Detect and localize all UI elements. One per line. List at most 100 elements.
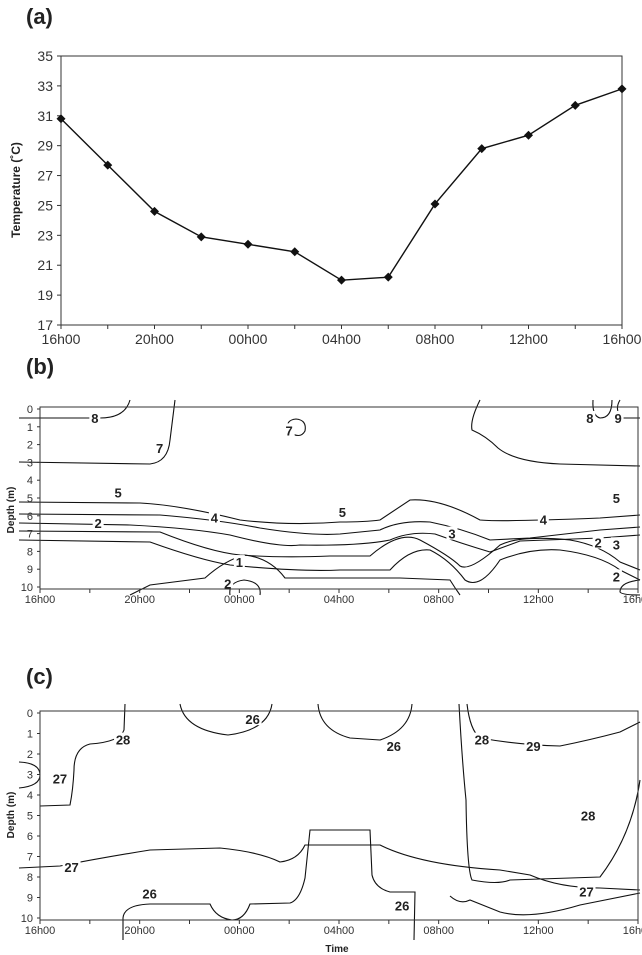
x-tick-label-b: 20h00 [124,594,155,606]
contour-labels-c: 26 28 27 26 28 29 28 27 26 26 27 [50,712,598,914]
data-point-marker [56,114,66,124]
x-tick-label-b: 16h00 [25,594,56,606]
contour-label-bg [112,485,124,499]
contour-label: 3 [448,527,455,542]
data-point-marker [243,239,253,249]
data-point-marker [477,144,487,154]
contour-line-27-lower [18,844,641,891]
contour-line-2 [18,539,641,584]
data-point-marker [383,272,393,282]
contour-label: 26 [142,886,156,901]
panel-label-c: (c) [26,664,53,689]
contour-label-bg [524,738,543,752]
y-tick-label-c: 0 [27,708,33,720]
contour-label: 26 [387,739,401,754]
contour-label-bg [154,441,166,455]
contour-label-bg [283,423,295,437]
data-point-marker [524,130,533,140]
plot-frame-b [39,406,639,590]
contour-label-bg [577,884,596,898]
x-tick-label-b: 12h00 [523,594,554,606]
contour-line-8-left [19,399,131,419]
y-tick-label-c: 1 [27,729,33,741]
y-tick-label-b: 2 [27,440,33,452]
y-tick-label-c: 10 [21,913,33,925]
contour-label-bg [579,808,598,822]
y-tick-label-b: 1 [27,422,33,434]
contour-line-1 [129,554,461,596]
x-tick-label-b: 16h00 [623,594,642,606]
x-tick-label-a: 16h00 [603,331,642,347]
contour-label-bg [208,510,220,524]
y-axis-label-a: Temperature (˚C) [9,142,23,238]
contour-label: 2 [95,516,102,531]
contour-label: 4 [540,512,548,527]
contour-label: 27 [579,884,593,899]
contour-label-bg [612,410,624,424]
contour-label: 2 [224,576,231,591]
contour-line-26-top [179,703,273,736]
contour-line-7-right [471,399,641,467]
contour-label-bg [222,576,234,590]
y-tick-label-b: 10 [21,582,33,594]
x-tick-label-c: 08h00 [423,925,454,937]
data-point-marker [103,160,113,170]
contour-label: 4 [211,511,219,526]
contour-label: 28 [581,809,595,824]
contour-label: 27 [53,772,67,787]
x-tick-label-c: 12h00 [523,925,554,937]
contour-label-bg [610,537,622,551]
y-tick-label-c: 6 [27,831,33,843]
contour-label: 7 [286,423,293,438]
x-tick-label-b: 08h00 [423,594,454,606]
x-tick-label-b: 04h00 [324,594,355,606]
y-tick-label-c: 2 [27,749,33,761]
x-axis-label-c: Time [325,944,349,955]
contour-line-3 [18,530,641,571]
x-tick-label-a: 12h00 [509,331,548,347]
contour-label: 8 [586,411,593,426]
y-tick-label-c: 3 [27,770,33,782]
contour-label: 28 [475,733,489,748]
contour-line-28-right [458,703,641,884]
contour-label: 5 [613,491,620,506]
contour-label-bg [610,569,622,583]
y-tick-label-b: 9 [27,564,33,576]
y-tick-label-a: 29 [37,138,53,154]
y-tick-label-c: 4 [27,790,33,802]
contour-line-29 [466,703,641,747]
y-tick-label-b: 0 [27,404,33,416]
x-tick-label-c: 20h00 [124,925,155,937]
contour-label: 3 [613,537,620,552]
panel-label-b: (b) [26,354,55,379]
contour-line-26-lower-right [449,892,641,916]
y-tick-label-c: 8 [27,872,33,884]
data-point-marker [430,199,440,209]
contour-line-26-mid [317,703,413,741]
y-tick-label-c: 7 [27,852,33,864]
x-tick-label-c: 00h00 [224,925,255,937]
contour-label-bg [336,505,348,519]
y-tick-label-c: 9 [27,893,33,905]
y-tick-label-a: 31 [37,108,53,124]
contour-label-bg [472,732,491,746]
contour-label: 2 [595,536,602,551]
contour-line-8-right [592,399,613,419]
contour-label: 9 [614,411,621,426]
contour-label: 26 [395,899,409,914]
y-tick-label-a: 33 [37,78,53,94]
contour-line-28-left [39,703,126,807]
y-tick-label-a: 19 [37,287,53,303]
y-tick-label-a: 23 [37,227,53,243]
y-tick-label-a: 25 [37,197,53,213]
data-point-marker [150,206,159,216]
contour-lines-c [18,703,641,941]
y-axis-label-c: Depth (m) [6,792,17,839]
contour-label: 27 [64,860,78,875]
data-point-marker [290,247,300,257]
x-tick-label-c: 04h00 [324,925,355,937]
contour-lines-b [18,399,641,596]
data-point-marker [570,100,580,110]
